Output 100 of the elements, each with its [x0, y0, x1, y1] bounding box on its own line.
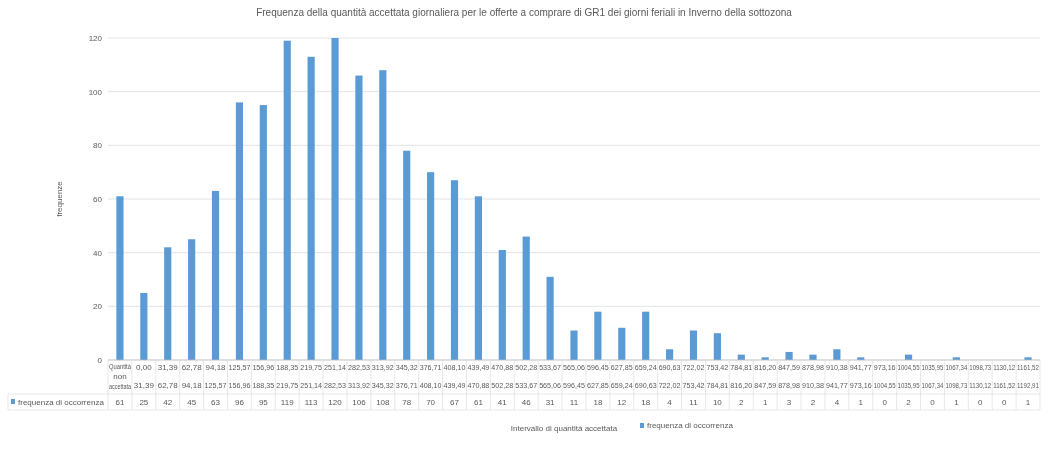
data-label: 106: [352, 398, 367, 407]
x-tick-label: 31,39 62,78: [157, 363, 179, 390]
y-tick-label: 40: [93, 248, 103, 258]
x-tick-label: 219,75 251,14: [300, 363, 325, 390]
bar: [140, 292, 148, 360]
text: frequenza di occorrenza: [647, 421, 733, 430]
data-label: 78: [402, 398, 412, 407]
legend-label: frequenza di occorrenza: [18, 398, 105, 407]
x-tick-label: 816,20 847,59: [754, 363, 779, 390]
x-tick-label: 659,24 690,63: [634, 363, 660, 390]
x-tick-label: 470,88 502,28: [491, 363, 516, 390]
data-label: 1: [858, 398, 864, 407]
data-label: 108: [376, 398, 391, 407]
x-tick-label: 0,00 31,39: [133, 363, 155, 390]
bar: [331, 38, 339, 360]
bar: [283, 40, 291, 360]
bar: [642, 311, 650, 360]
bar: [594, 311, 602, 360]
bar: [546, 276, 554, 360]
data-label: 2: [739, 398, 745, 407]
data-label: 61: [473, 398, 484, 407]
data-label: 63: [211, 398, 221, 407]
x-tick-label: 439,49 470,88: [467, 363, 492, 390]
data-label: 1: [954, 398, 960, 407]
bar: [116, 196, 124, 360]
data-label: 2: [906, 398, 912, 407]
data-label: 18: [641, 398, 651, 407]
data-label: 0: [978, 398, 984, 407]
data-label: 1: [1025, 398, 1031, 407]
x-tick-label: 345,32 376,71: [395, 363, 421, 390]
bar: [833, 349, 841, 360]
data-label: 4: [667, 398, 673, 407]
bar: [164, 247, 172, 360]
data-label: 120: [328, 398, 343, 407]
data-label: 95: [258, 398, 269, 407]
bar: [355, 75, 363, 360]
x-tick-label: 156,96 188,35: [252, 363, 277, 390]
bar: [570, 330, 578, 360]
bar: [618, 327, 626, 360]
data-label: 0: [882, 398, 888, 407]
x-tick-label: 188,35 219,75: [276, 363, 301, 390]
data-label: 61: [115, 398, 125, 407]
x-tick-label: 941,77 973,16: [849, 363, 875, 390]
bar: [474, 196, 482, 360]
y-tick-label: 120: [88, 34, 103, 43]
data-label: 42: [163, 398, 173, 407]
x-tick-label: 502,28 533,67: [515, 363, 540, 390]
bar: [450, 180, 459, 360]
x-tick-label: 533,67 565,06: [539, 363, 564, 390]
x-tick-label: 753,42 784,81: [706, 363, 731, 390]
bar: [259, 105, 267, 360]
x-tick-label: 1161,52 1192,91: [1017, 363, 1046, 390]
data-label: 67: [450, 398, 460, 407]
data-label: 25: [139, 398, 149, 407]
bar: [785, 351, 793, 360]
x-tick-label: 722,02 753,42: [682, 363, 708, 390]
bar: [713, 333, 721, 360]
x-tick-label: 878,98 910,38: [802, 363, 827, 390]
data-label: 11: [569, 398, 579, 407]
data-label: 70: [426, 398, 436, 407]
x-tick-label: 847,59 878,98: [778, 363, 803, 390]
data-label: 4: [834, 398, 840, 407]
chart-title: Frequenza della quantità accettata giornaliera per le offerte a comprare di GR1 dei giorni feriali in Inverno della sottozona: [256, 7, 793, 18]
y-tick-label: 80: [93, 141, 103, 151]
x-tick-label: 313,92 345,32: [371, 363, 397, 390]
x-tick-label: 690,63 722,02: [658, 363, 684, 390]
x-tick-label: 596,45 627,85: [586, 363, 612, 390]
data-label: 41: [497, 398, 508, 407]
x-tick-label: 62,78 94,18: [181, 363, 203, 390]
y-tick-label: 20: [93, 302, 103, 312]
bar: [211, 190, 220, 360]
bar: [235, 102, 244, 360]
data-label: 0: [930, 398, 936, 407]
data-label: 1: [762, 398, 768, 407]
bar: [498, 249, 506, 360]
data-label: 46: [521, 398, 532, 407]
y-tick-label: 0: [97, 356, 103, 365]
x-tick-label: 125,57 156,96: [228, 363, 253, 390]
data-label: 3: [786, 398, 792, 407]
x-tick-label: 565,06 596,45: [563, 363, 588, 390]
y-axis-title: frequenze: [55, 180, 64, 217]
data-label: 18: [593, 398, 603, 407]
x-axis-title: Intervallo di quantità accettata: [510, 424, 618, 433]
bar: [379, 70, 387, 360]
x-tick-label: 282,53 313,92: [347, 363, 373, 390]
data-label: 119: [280, 398, 295, 407]
x-tick-label: 251,14 282,53: [324, 363, 349, 390]
data-label: 113: [304, 398, 319, 407]
x-tick-label: 627,85 659,24: [610, 363, 636, 390]
x-tick-label: 94,18 125,57: [204, 363, 230, 390]
bar: [403, 150, 411, 360]
bar: [522, 236, 530, 360]
data-label: 0: [1001, 398, 1007, 407]
bar: [188, 239, 196, 360]
data-label: 2: [810, 398, 816, 407]
data-label: 45: [187, 398, 197, 407]
x-tick-label: 910,38 941,77: [825, 363, 851, 390]
data-label: 12: [617, 398, 627, 407]
x-tick-label: 784,81 816,20: [730, 363, 755, 390]
data-label: 10: [712, 398, 723, 407]
